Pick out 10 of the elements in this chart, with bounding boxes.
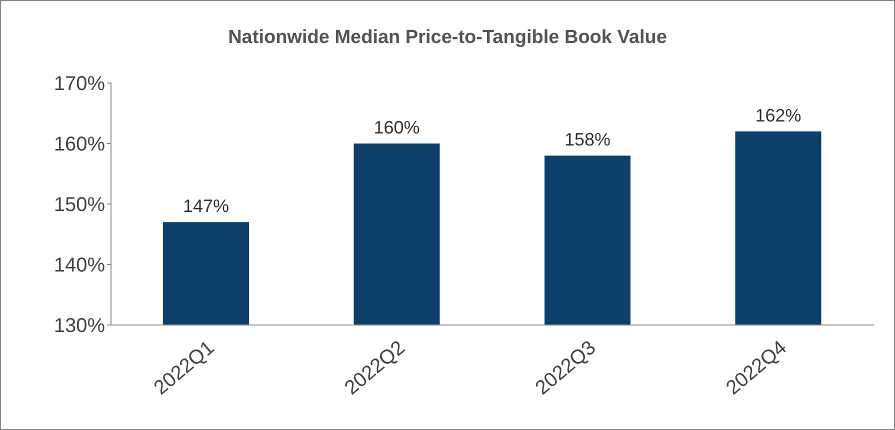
data-label: 162%: [755, 105, 802, 126]
y-tick-label: 150%: [54, 194, 106, 216]
data-label: 160%: [374, 118, 420, 138]
data-label: 158%: [564, 130, 611, 150]
data-label: 147%: [182, 196, 230, 216]
y-tick-label: 170%: [54, 73, 106, 96]
chart-title: Nationwide Median Price-to-Tangible Book Value: [227, 27, 668, 49]
y-tick-label: 130%: [54, 315, 106, 338]
y-tick-label: 140%: [54, 254, 106, 277]
y-tick-label: 160%: [54, 134, 106, 156]
